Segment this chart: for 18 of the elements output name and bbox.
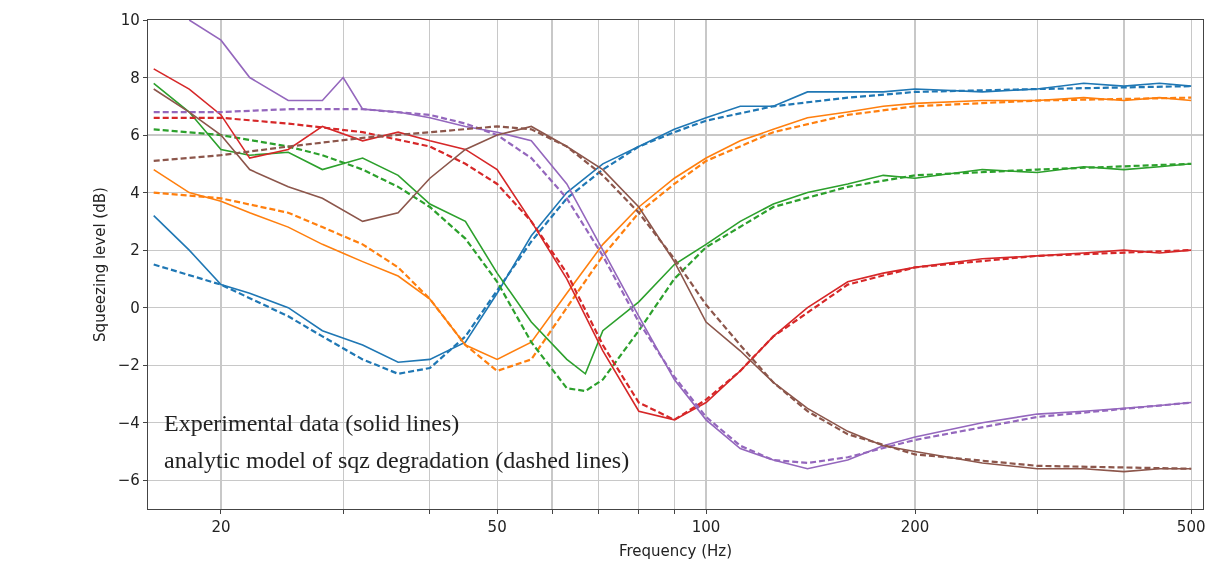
x-tick-label: 50	[487, 518, 507, 537]
x-tick-label: 500	[1176, 518, 1206, 537]
x-tick-label: 20	[211, 518, 231, 537]
x-tick-label: 200	[900, 518, 930, 537]
y-tick-label: 2	[130, 241, 140, 260]
y-tick-label: 4	[130, 183, 140, 202]
y-tick-label: 8	[130, 68, 140, 87]
y-tick-label: −2	[117, 356, 140, 375]
y-tick-label: 0	[130, 298, 140, 317]
annotation: analytic model of sqz degradation (dashed lines)	[164, 447, 630, 473]
annotation: Experimental data (solid lines)	[164, 410, 460, 436]
x-tick-label: 100	[691, 518, 721, 537]
y-axis-title: Squeezing level (dB)	[91, 187, 110, 342]
x-axis-title: Frequency (Hz)	[618, 542, 733, 561]
y-tick-label: 6	[130, 126, 140, 145]
y-tick-label: −6	[117, 471, 140, 490]
y-tick-label: 10	[120, 11, 140, 30]
y-tick-label: −4	[117, 413, 140, 432]
